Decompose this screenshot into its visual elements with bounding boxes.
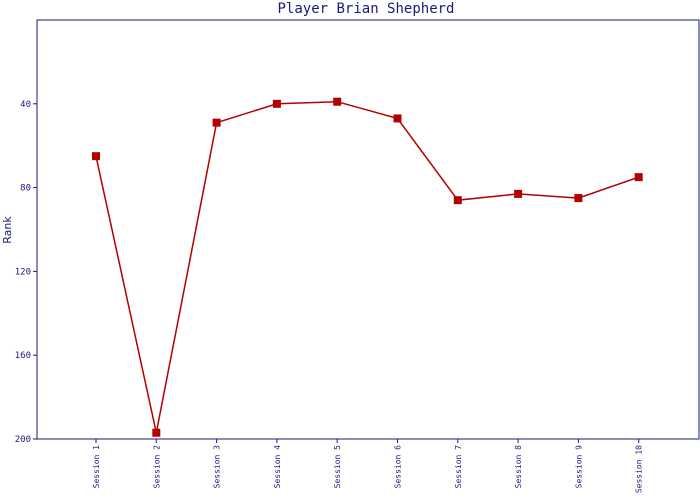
y-tick-label-2: 80 bbox=[20, 184, 31, 194]
y-axis-label: Rank bbox=[1, 216, 14, 244]
data-point-1 bbox=[92, 152, 100, 161]
x-tick-label-5: Session 5 bbox=[333, 445, 342, 489]
data-point-3 bbox=[212, 118, 221, 127]
y-tick-label-1: 40 bbox=[20, 100, 31, 110]
x-tick-label-9: Session 9 bbox=[574, 445, 583, 489]
data-point-6 bbox=[393, 114, 402, 123]
plot-area bbox=[36, 19, 700, 440]
x-axis-ticks: Session 1 Session 2 Session 3 Session 4 Sess… bbox=[92, 439, 644, 493]
x-tick-label-3: Session 3 bbox=[213, 445, 222, 489]
data-point-4 bbox=[272, 99, 281, 108]
x-tick-label-6: Session 6 bbox=[394, 445, 403, 489]
x-tick-label-7: Session 7 bbox=[454, 445, 463, 489]
y-tick-label-3: 120 bbox=[15, 267, 31, 277]
x-tick-label-10: Session 10 bbox=[635, 445, 644, 493]
y-tick-label-5: 200 bbox=[15, 435, 31, 445]
x-tick-label-2: Session 2 bbox=[152, 445, 161, 489]
data-point-5 bbox=[333, 97, 342, 106]
chart-title: Player Brian Shepherd bbox=[277, 1, 454, 17]
x-tick-label-8: Session 8 bbox=[514, 445, 523, 489]
series-rank bbox=[92, 97, 643, 437]
data-point-2 bbox=[152, 428, 161, 437]
data-point-9 bbox=[574, 194, 583, 203]
series-line-1 bbox=[95, 100, 639, 433]
y-tick-label-4: 160 bbox=[15, 351, 31, 361]
data-point-10 bbox=[634, 173, 643, 182]
y-axis-ticks: 40 80 120 160 200 bbox=[15, 100, 37, 445]
x-tick-label-1: Session 1 bbox=[92, 445, 101, 489]
x-tick-label-4: Session 4 bbox=[273, 445, 282, 489]
data-point-7 bbox=[453, 196, 462, 205]
data-point-8 bbox=[514, 189, 523, 198]
